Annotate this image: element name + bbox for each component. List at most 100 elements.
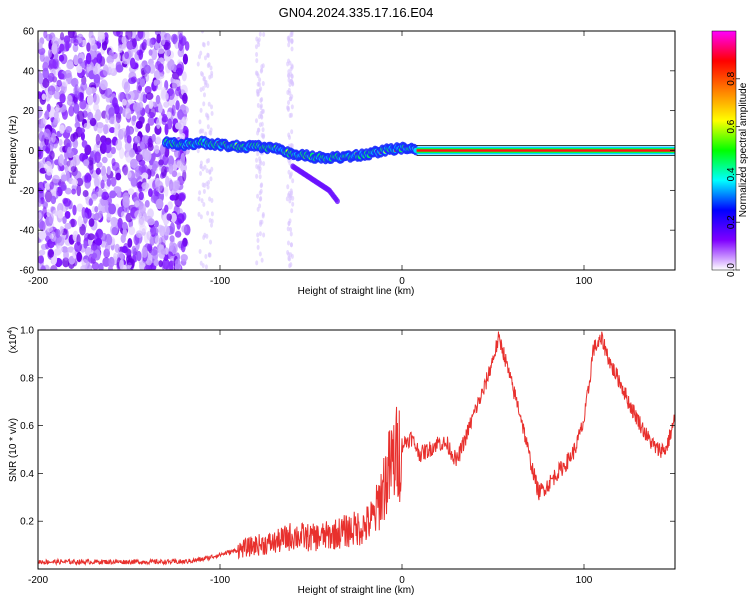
heatmap-cell [203,182,207,188]
heatmap-cell [288,198,292,204]
heatmap-cell [132,102,141,113]
heatmap-cell [121,35,127,45]
heatmap-cell [210,211,214,217]
x-tick-label: 0 [399,276,405,287]
heatmap-cell [287,38,291,44]
heatmap-cell [50,231,57,243]
heatmap-cell [182,169,187,182]
colorbar: 0.0 0.2 0.4 0.6 0.8 Normalized spectral ampl… [711,30,749,277]
chart-title: GN04.2024.335.17.16.E04 [279,5,434,20]
snr-line-layer [38,331,675,566]
heatmap-cell [47,72,55,83]
heatmap-cell [202,235,206,241]
heatmap-cell [180,163,188,173]
heatmap-cell [180,84,188,96]
heatmap-cell [255,58,259,64]
heatmap-cell [262,232,266,238]
steady-line-core [416,149,675,152]
x-tick-label: 100 [576,575,593,586]
heatmap-cell [210,104,214,110]
heatmap-cell [153,227,159,236]
heatmap-cell [106,177,112,187]
heatmap-cell [38,249,46,256]
heatmap-cell [205,168,209,174]
heatmap-cell [115,64,124,73]
heatmap-cell [99,79,108,91]
heatmap-cell [291,201,295,207]
heatmap-cell [168,163,174,175]
heatmap-cell [202,188,206,194]
heatmap-cell [259,103,263,109]
heatmap-cell [134,169,141,178]
heatmap-cell [139,141,145,150]
heatmap-cell [154,41,160,50]
heatmap-cell [102,257,110,268]
heatmap-cell [198,190,202,196]
heatmap-cell [127,238,133,248]
heatmap-cell [74,241,83,253]
heatmap-cell [288,90,292,96]
heatmap-cell [82,189,89,197]
heatmap-cell [210,197,214,203]
heatmap-cell [148,188,153,197]
snr-x-axis-label: Height of straight line (km) [298,585,415,596]
heatmap-cell [151,133,156,142]
heatmap-cell [161,165,167,177]
heatmap-cell [117,217,123,230]
heatmap-cell [61,246,68,253]
heatmap-cell [113,52,121,63]
heatmap-cell [83,159,90,167]
heatmap-cell [124,141,132,152]
heatmap-cell [88,155,94,166]
heatmap-cell [258,77,262,83]
branch-cell [334,198,340,205]
heatmap-cell [155,94,161,105]
heatmap-cell [260,121,264,127]
heatmap-cell [291,178,295,184]
heatmap-cell [108,203,117,215]
heatmap-cell [94,206,99,213]
heatmap-cell [72,31,77,39]
heatmap-cell [59,225,64,235]
heatmap-cell [125,31,133,40]
heatmap-cell [42,67,49,80]
heatmap-cell [48,58,57,69]
heatmap-cell [164,204,169,213]
heatmap-cell [122,164,128,176]
snr-ticks: -200 -100 0 100 1.0 0.8 0.6 0.4 0.2 [20,326,675,586]
heatmap-cell [257,37,261,43]
heatmap-cell [67,246,75,253]
heatmap-cell [129,57,136,69]
heatmap-cell [198,249,202,255]
heatmap-cell [77,215,83,227]
heatmap-cell [59,43,65,52]
heatmap-cell [259,221,263,227]
heatmap-cell [260,257,264,263]
heatmap-cell [144,200,150,208]
heatmap-cell [167,58,175,71]
heatmap-cell [256,89,260,95]
heatmap-cell [174,86,182,97]
heatmap-cell [100,199,109,207]
heatmap-cell [83,240,88,249]
heatmap-cell [260,97,264,103]
heatmap-cell [52,209,60,216]
heatmap-cell [98,32,106,40]
snr-panel: -200 -100 0 100 1.0 0.8 0.6 0.4 0.2 Height of st… [7,326,676,596]
heatmap-cell [199,214,203,220]
heatmap-cell [257,42,261,48]
heatmap-cell [72,204,77,216]
heatmap-cell [166,213,172,221]
heatmap-cell [287,100,291,106]
heatmap-cell [199,128,203,134]
heatmap-cell [97,210,103,219]
heatmap-cell [93,93,100,105]
heatmap-cell [164,186,169,197]
heatmap-cell [290,143,294,149]
colorbar-tick-label: 0.8 [726,71,737,85]
heatmap-cell [181,225,188,233]
heatmap-cell [143,64,151,75]
heatmap-cell [291,81,295,87]
heatmap-cell [210,166,214,172]
heatmap-cell [169,260,174,270]
